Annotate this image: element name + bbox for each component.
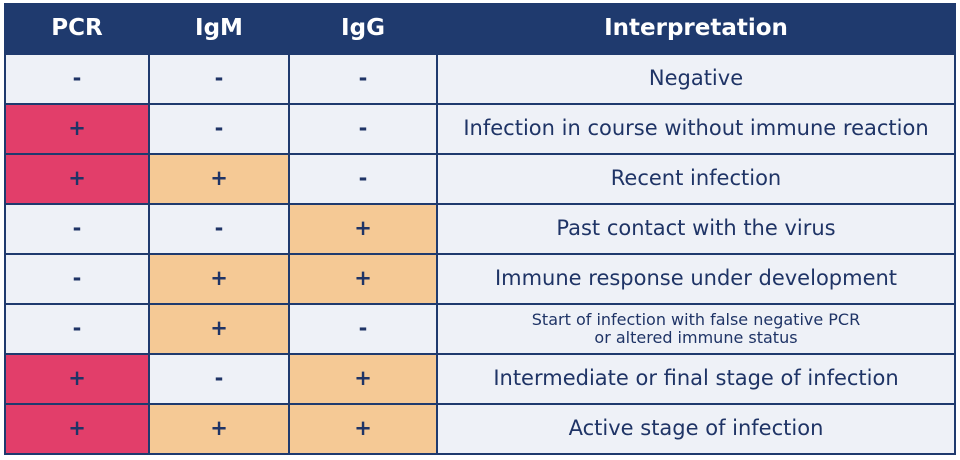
result-cell: - xyxy=(6,255,148,303)
result-cell: + xyxy=(150,155,288,203)
header-cell: Interpretation xyxy=(438,5,954,53)
result-cell: + xyxy=(6,405,148,453)
result-cell: + xyxy=(290,405,436,453)
result-cell: + xyxy=(6,105,148,153)
result-cell: + xyxy=(6,155,148,203)
result-cell: - xyxy=(150,105,288,153)
interpretation-cell: Recent infection xyxy=(438,155,954,203)
result-cell: - xyxy=(290,305,436,353)
result-cell: - xyxy=(150,355,288,403)
header-cell: IgM xyxy=(150,5,288,53)
header-cell: IgG xyxy=(290,5,436,53)
result-cell: - xyxy=(150,205,288,253)
interpretation-cell: Active stage of infection xyxy=(438,405,954,453)
result-cell: - xyxy=(290,155,436,203)
result-cell: - xyxy=(290,105,436,153)
result-cell: - xyxy=(290,55,436,103)
result-cell: + xyxy=(6,355,148,403)
result-cell: + xyxy=(150,255,288,303)
result-cell: - xyxy=(6,205,148,253)
result-cell: - xyxy=(6,55,148,103)
table: PCR IgM IgG Interpretation - - - Negative + - - Inf… xyxy=(4,3,956,455)
interpretation-cell: Negative xyxy=(438,55,954,103)
result-cell: - xyxy=(6,305,148,353)
interpretation-cell: Start of infection with false negative P… xyxy=(438,305,954,353)
result-cell: + xyxy=(150,405,288,453)
interpretation-cell: Past contact with the virus xyxy=(438,205,954,253)
interpretation-cell: Infection in course without immune react… xyxy=(438,105,954,153)
result-cell: + xyxy=(290,255,436,303)
result-cell: + xyxy=(290,205,436,253)
header-cell: PCR xyxy=(6,5,148,53)
interpretation-cell: Intermediate or final stage of infection xyxy=(438,355,954,403)
result-cell: + xyxy=(290,355,436,403)
interpretation-cell: Immune response under development xyxy=(438,255,954,303)
result-cell: + xyxy=(150,305,288,353)
result-cell: - xyxy=(150,55,288,103)
